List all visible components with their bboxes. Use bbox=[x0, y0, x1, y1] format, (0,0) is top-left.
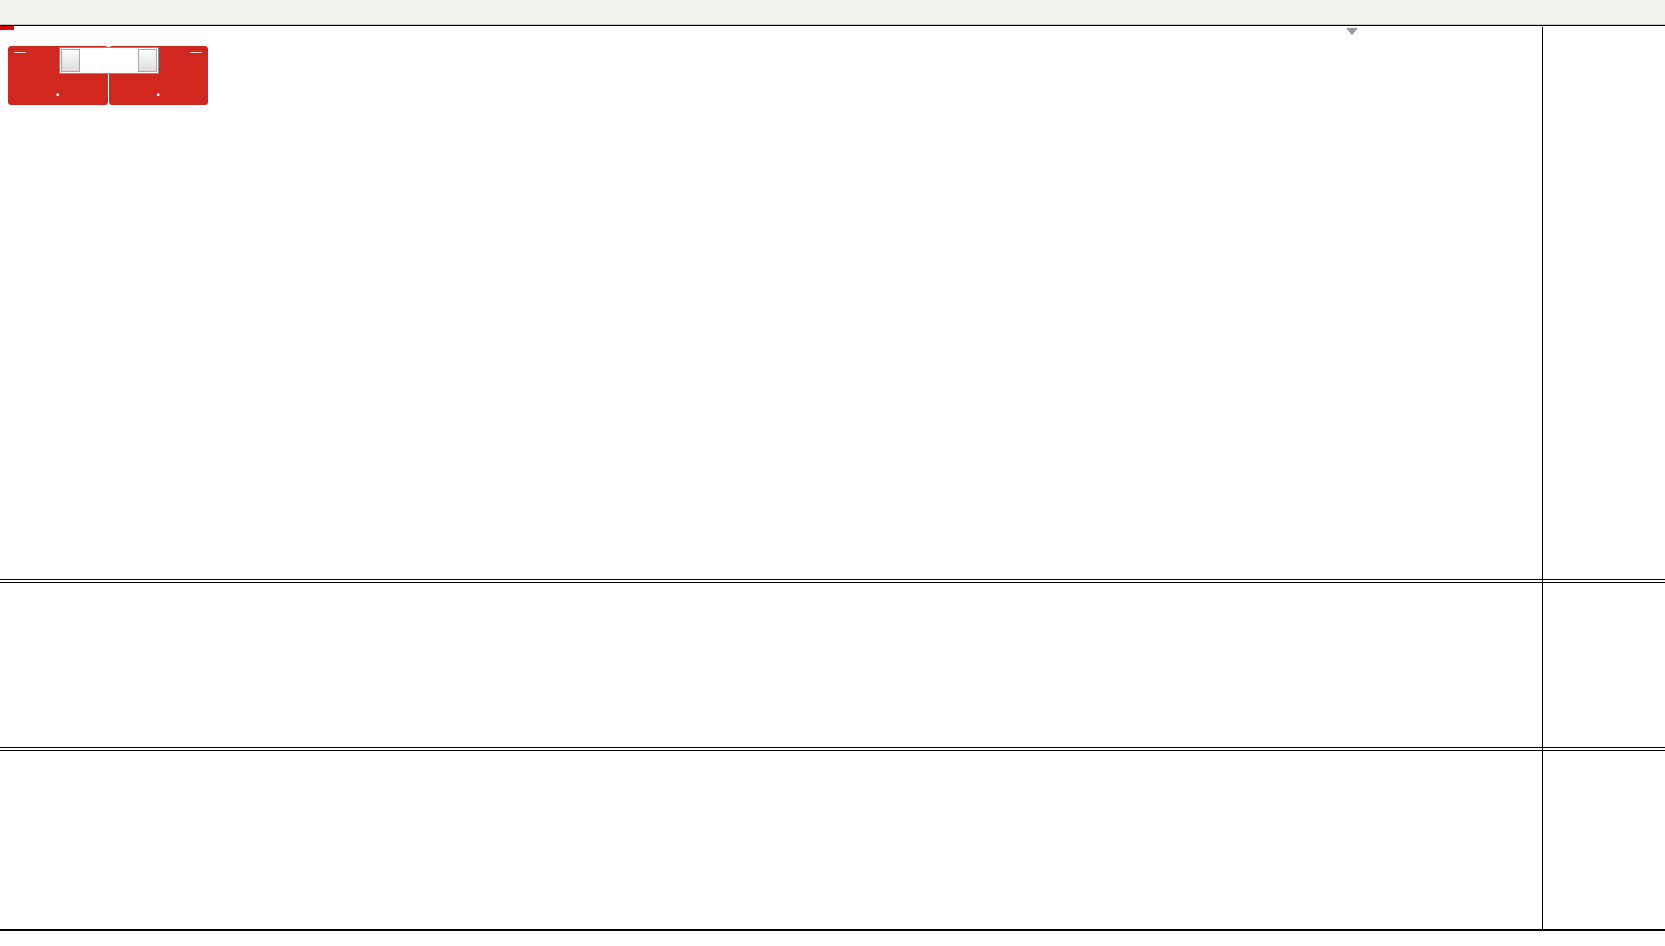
volume-value[interactable] bbox=[81, 48, 137, 73]
panel-separator[interactable] bbox=[0, 750, 1665, 751]
panel-separator[interactable] bbox=[0, 747, 1665, 748]
chart-window[interactable]: . . bbox=[0, 25, 1665, 946]
volume-stepper bbox=[59, 47, 159, 74]
one-click-trading-panel: . . bbox=[8, 46, 208, 105]
sell-price: . bbox=[55, 81, 61, 100]
panel-separator[interactable] bbox=[0, 579, 1665, 580]
price-axis-border bbox=[1542, 27, 1543, 929]
buy-price: . bbox=[155, 81, 161, 100]
volume-increase-button[interactable] bbox=[138, 49, 157, 72]
volume-decrease-button[interactable] bbox=[61, 49, 80, 72]
time-axis[interactable] bbox=[0, 931, 1665, 946]
time-axis-border bbox=[0, 929, 1665, 931]
price-axis[interactable] bbox=[1543, 26, 1665, 929]
price-tag-annotation[interactable] bbox=[0, 26, 14, 30]
buy-label bbox=[190, 49, 202, 53]
panel-separator[interactable] bbox=[0, 582, 1665, 583]
toolbar bbox=[0, 0, 1665, 25]
sell-label bbox=[14, 49, 26, 53]
chart-shift-marker[interactable] bbox=[1346, 28, 1358, 35]
chart-header bbox=[8, 31, 29, 45]
